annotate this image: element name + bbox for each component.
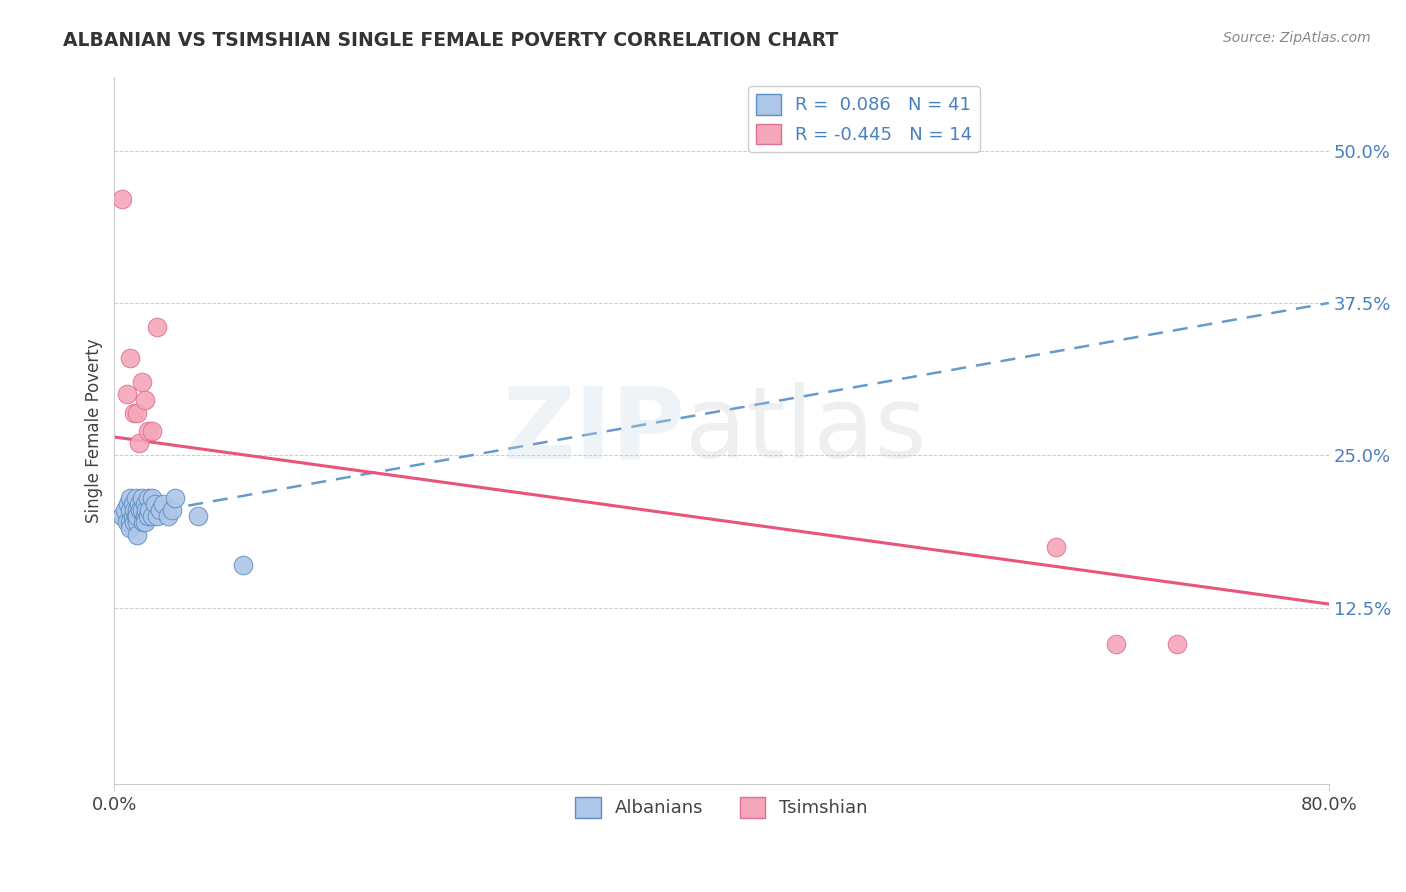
Point [129,503,152,517]
Point [138,503,160,517]
Point [118,503,141,517]
Point [146,320,169,334]
Point [165,491,187,505]
Point [127,509,149,524]
Point [122,516,145,530]
Point [160,503,183,517]
Point [134,516,156,530]
Text: atlas: atlas [685,383,927,479]
Point [134,497,156,511]
Point [131,503,153,517]
Point [1166,637,1188,651]
Point [135,503,157,517]
Text: ALBANIAN VS TSIMSHIAN SINGLE FEMALE POVERTY CORRELATION CHART: ALBANIAN VS TSIMSHIAN SINGLE FEMALE POVE… [63,31,838,50]
Point [121,497,143,511]
Point [1045,540,1067,554]
Point [131,375,153,389]
Point [136,491,159,505]
Point [136,424,159,438]
Point [1105,637,1128,651]
Point [152,497,174,511]
Point [118,351,141,365]
Point [134,509,156,524]
Point [146,509,169,524]
Point [122,503,145,517]
Point [111,509,134,524]
Point [121,509,143,524]
Point [127,406,149,420]
Point [111,192,134,206]
Point [131,491,153,505]
Point [117,497,139,511]
Point [115,387,138,401]
Y-axis label: Single Female Poverty: Single Female Poverty [86,339,103,524]
Legend: Albanians, Tsimshian: Albanians, Tsimshian [568,789,875,825]
Point [149,503,172,517]
Point [118,491,141,505]
Point [232,558,254,572]
Point [141,424,163,438]
Point [141,509,163,524]
Point [128,497,150,511]
Text: ZIP: ZIP [502,383,685,479]
Point [132,516,155,530]
Point [124,509,146,524]
Point [118,516,141,530]
Point [127,527,149,541]
Point [118,521,141,535]
Point [145,497,167,511]
Point [136,509,159,524]
Point [124,491,146,505]
Point [122,406,145,420]
Point [187,509,209,524]
Point [115,516,138,530]
Point [134,393,156,408]
Point [156,509,179,524]
Point [114,503,136,517]
Point [128,436,150,450]
Point [127,503,149,517]
Point [127,516,149,530]
Text: Source: ZipAtlas.com: Source: ZipAtlas.com [1223,31,1371,45]
Point [141,491,163,505]
